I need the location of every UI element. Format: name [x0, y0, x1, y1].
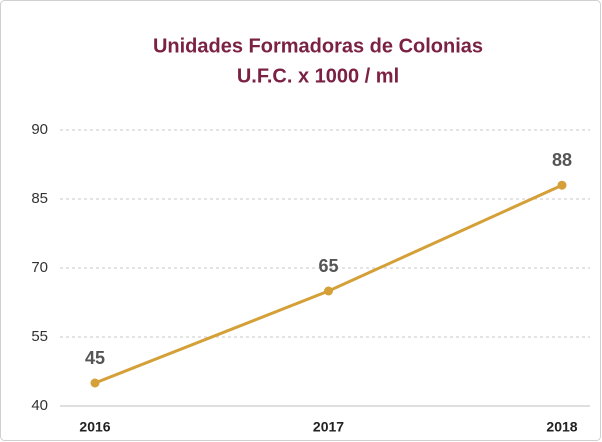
data-label: 45	[85, 348, 105, 368]
x-tick-label: 2017	[313, 419, 344, 435]
data-point	[557, 180, 567, 190]
y-tick-label: 85	[31, 190, 48, 207]
chart-title: Unidades Formadoras de Colonias	[153, 35, 483, 57]
data-label: 88	[552, 150, 572, 170]
y-tick-label: 55	[31, 328, 48, 345]
y-tick-label: 70	[31, 259, 48, 276]
data-point	[90, 378, 100, 388]
y-tick-label: 90	[31, 121, 48, 138]
x-tick-label: 2016	[79, 419, 110, 435]
x-tick-label: 2018	[546, 419, 577, 435]
data-point	[324, 286, 333, 296]
chart-subtitle: U.F.C. x 1000 / ml	[237, 65, 399, 87]
y-tick-label: 40	[31, 397, 48, 414]
data-label: 65	[318, 256, 338, 276]
